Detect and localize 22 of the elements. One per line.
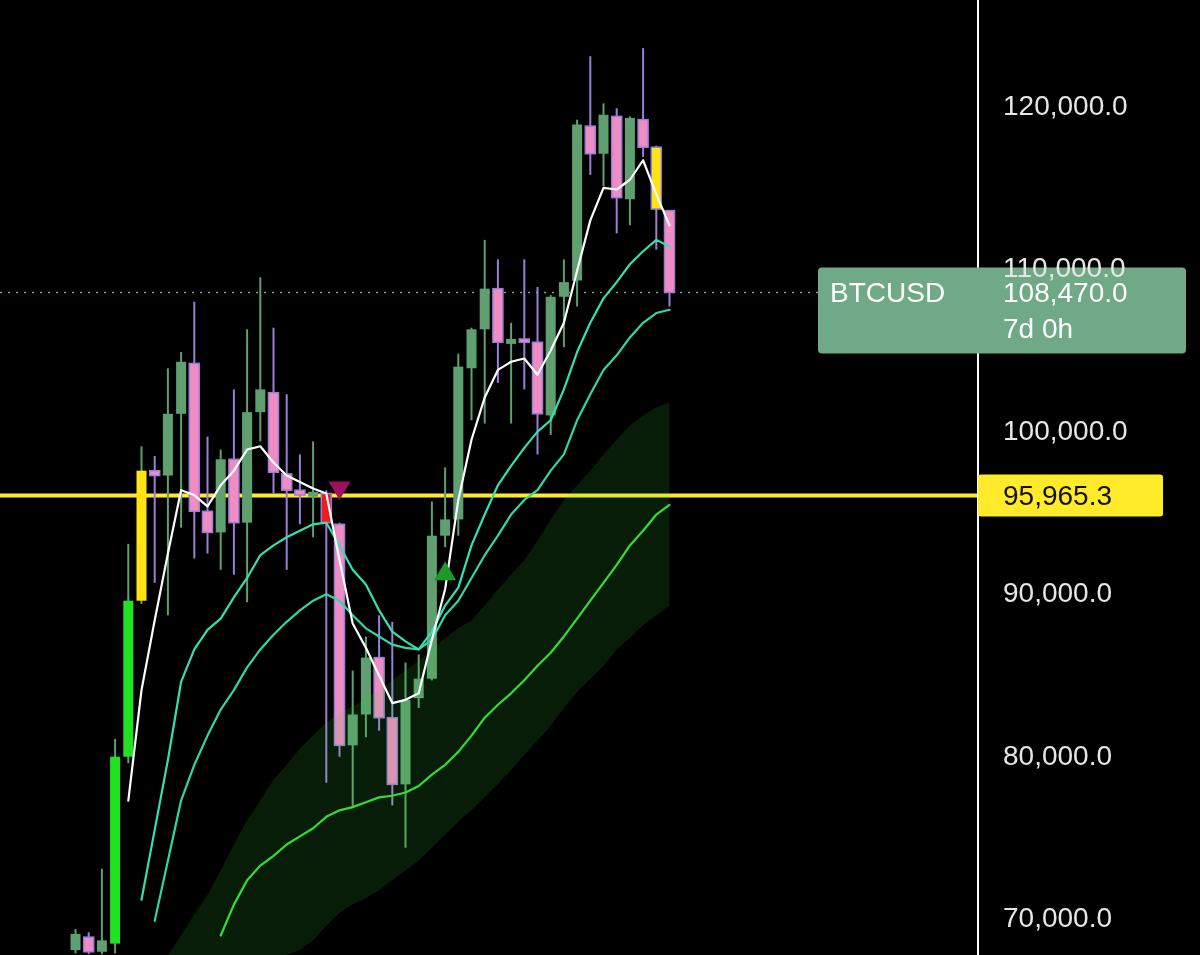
candlestick bbox=[558, 258, 569, 349]
candlestick bbox=[308, 440, 319, 539]
candlestick bbox=[96, 867, 107, 955]
candlestick bbox=[518, 258, 531, 391]
candlestick bbox=[255, 276, 266, 443]
candlestick bbox=[440, 466, 451, 549]
ref-line-label: 95,965.3 bbox=[1003, 480, 1112, 512]
y-tick-label: 70,000.0 bbox=[1003, 902, 1112, 934]
candlestick bbox=[82, 931, 95, 955]
y-tick-label: 90,000.0 bbox=[1003, 577, 1112, 609]
y-tick-label: 120,000.0 bbox=[1003, 89, 1128, 121]
candlestick bbox=[294, 453, 306, 526]
candlestick bbox=[506, 321, 517, 425]
line-series bbox=[127, 159, 671, 802]
y-tick-label: 100,000.0 bbox=[1003, 414, 1128, 446]
candlestick bbox=[201, 435, 214, 555]
text: BTCUSD bbox=[830, 277, 946, 309]
text: 7d 0h bbox=[1003, 313, 1074, 345]
line-series bbox=[219, 503, 671, 937]
candlestick bbox=[148, 455, 161, 584]
y-tick-label: 80,000.0 bbox=[1003, 739, 1112, 771]
candlestick bbox=[70, 928, 81, 955]
